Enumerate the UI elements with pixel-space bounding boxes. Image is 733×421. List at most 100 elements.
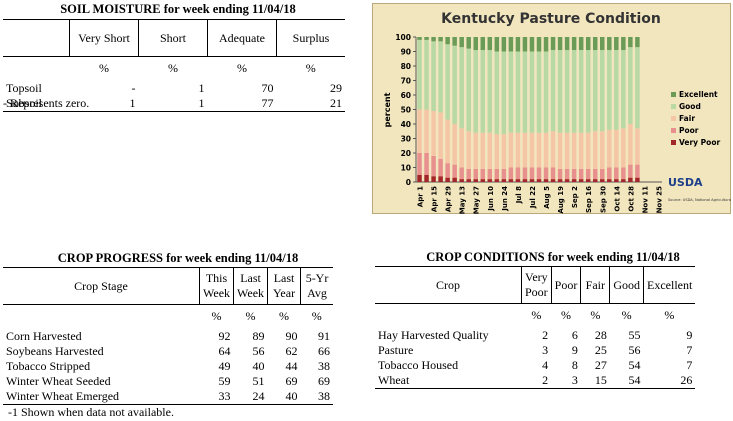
cell: 56 [252, 344, 265, 358]
legend-swatch [671, 128, 676, 133]
bar-segment [621, 37, 626, 51]
bar-segment [635, 47, 640, 129]
bar-segment [628, 37, 633, 48]
y-tick-label: 60 [401, 91, 411, 100]
bar-segment [564, 179, 570, 182]
progress-table-wrap: Crop Stage This Week Last Week Last Year 5-Y… [3, 267, 334, 405]
bar-segment [550, 179, 556, 182]
bar-segment [536, 37, 542, 52]
bar-segment [515, 167, 521, 180]
table: Crop Stage This Week Last Week Last Year 5-Y… [3, 267, 334, 405]
cell: 40 [285, 389, 298, 403]
bar-segment [536, 167, 542, 180]
bar-segment [438, 112, 443, 159]
row-label: Soybeans Harvested [6, 344, 104, 358]
bar-segment [473, 50, 478, 133]
bar-segment [635, 177, 640, 182]
column-header: Good [609, 266, 644, 304]
column-header: Poor [550, 266, 581, 304]
unit: % [590, 308, 601, 322]
cell: 70 [261, 81, 274, 95]
x-tick-label: Jun 10 [487, 186, 495, 212]
cell: 21 [330, 96, 342, 110]
column-header: Very Short [69, 19, 139, 57]
bar-segment [585, 37, 591, 51]
bar-segment [600, 37, 605, 51]
row: Topsoil - 1 70 29 [3, 81, 345, 96]
table: Very Short Short Adequate Surplus%%%% Topsoi… [3, 19, 345, 112]
row-label: Tobacco Stripped [6, 359, 91, 373]
units-row: %%%% [3, 57, 345, 82]
bar-segment [501, 37, 507, 52]
y-tick-label: 50 [401, 106, 411, 115]
cell: 1 [198, 96, 205, 110]
x-tick-label: Jul 8 [515, 186, 523, 204]
bar-segment [635, 164, 640, 178]
cell: 49 [218, 359, 231, 373]
row-label: Wheat [378, 373, 410, 387]
cell: 25 [594, 343, 607, 357]
bar-segment [557, 50, 563, 133]
cell: 9 [571, 343, 578, 357]
row: Soybeans Harvested 64 56 62 66 [3, 344, 333, 359]
bar-segment [592, 131, 598, 169]
cell: 77 [261, 96, 274, 110]
row: Tobacco Housed 4 8 27 54 7 [375, 358, 695, 373]
row-label: Topsoil [6, 81, 42, 95]
bar-segment [578, 37, 584, 51]
column-header: Last Year [267, 267, 301, 305]
bar-segment [445, 37, 450, 45]
header-row: Very Short Short Adequate Surplus [3, 19, 345, 57]
cell: 54 [628, 358, 641, 372]
bar-segment [571, 132, 577, 169]
bar-segment [459, 179, 464, 182]
bar-segment [438, 176, 443, 182]
cell: 6 [571, 328, 578, 342]
legend-label: Poor [679, 126, 699, 135]
bar-segment [459, 128, 464, 168]
x-tick-label: May 13 [459, 186, 467, 214]
cell: 90 [285, 329, 298, 343]
bar-segment [522, 179, 528, 182]
bar-segment [515, 51, 521, 133]
cell: 28 [594, 328, 607, 342]
bar-segment [564, 50, 570, 133]
bar-segment [480, 179, 486, 182]
bar-segment [628, 164, 633, 178]
cell: 24 [252, 389, 265, 403]
cell: 26 [680, 373, 693, 387]
bar-segment [635, 128, 640, 165]
bar-segment [592, 168, 598, 180]
stub-header [3, 19, 70, 57]
row: Wheat 2 3 15 54 26 [375, 373, 695, 389]
bar-segment [445, 119, 450, 164]
y-tick-label: 10 [401, 164, 411, 173]
bar-segment [585, 50, 591, 133]
bar-segment [431, 37, 436, 42]
bar-segment [578, 168, 584, 180]
bar-segment [487, 179, 493, 182]
bar-segment [543, 167, 549, 180]
bar-segment [585, 168, 591, 180]
bar-segment [564, 132, 570, 169]
bar-segment [452, 45, 457, 125]
cell: 15 [594, 373, 607, 387]
bar-segment [494, 134, 500, 169]
bar-segment [543, 179, 549, 182]
unit: % [305, 61, 316, 75]
bar-segment [466, 48, 471, 132]
row: Subsoil 1 1 77 21 [3, 96, 345, 112]
bar-segment [508, 37, 514, 52]
bar-segment [424, 37, 429, 40]
unit: % [621, 308, 632, 322]
unit: % [211, 309, 222, 323]
bar-segment [417, 37, 422, 40]
row-label: Subsoil [6, 96, 43, 110]
bar-segment [494, 51, 500, 135]
bar-segment [473, 179, 478, 182]
bar-segment [529, 132, 535, 168]
cell: 2 [542, 373, 549, 387]
row: Pasture 3 9 25 56 7 [375, 343, 695, 358]
cell: 9 [686, 328, 693, 342]
bar-segment [564, 168, 570, 180]
